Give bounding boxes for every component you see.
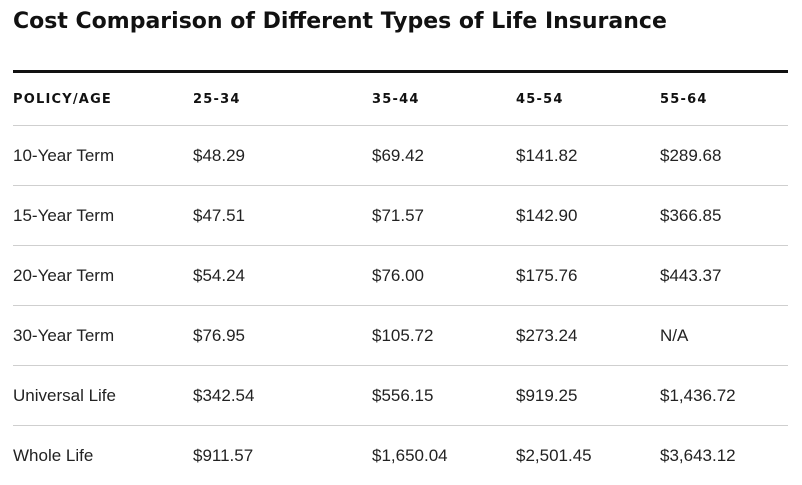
cost-cell: $289.68 — [660, 126, 788, 186]
table-body: 10-Year Term $48.29 $69.42 $141.82 $289.… — [13, 126, 788, 485]
policy-cell: Whole Life — [13, 426, 193, 485]
policy-cell: 20-Year Term — [13, 246, 193, 306]
cost-cell: $54.24 — [193, 246, 372, 306]
cost-cell: $2,501.45 — [516, 426, 660, 485]
cost-cell: $911.57 — [193, 426, 372, 485]
cost-cell: $142.90 — [516, 186, 660, 246]
cost-comparison-table: POLICY/AGE 25-34 35-44 45-54 55-64 10-Ye… — [13, 70, 788, 485]
cost-cell: $342.54 — [193, 366, 372, 426]
table-row: 30-Year Term $76.95 $105.72 $273.24 N/A — [13, 306, 788, 366]
policy-cell: 30-Year Term — [13, 306, 193, 366]
cost-cell: $69.42 — [372, 126, 516, 186]
cost-cell: $1,650.04 — [372, 426, 516, 485]
cost-cell: $175.76 — [516, 246, 660, 306]
page-title: Cost Comparison of Different Types of Li… — [13, 0, 788, 45]
cost-cell: $919.25 — [516, 366, 660, 426]
cost-cell: $48.29 — [193, 126, 372, 186]
cost-cell: $141.82 — [516, 126, 660, 186]
cost-cell: $1,436.72 — [660, 366, 788, 426]
cost-cell: $71.57 — [372, 186, 516, 246]
cost-cell: $76.00 — [372, 246, 516, 306]
table-row: 10-Year Term $48.29 $69.42 $141.82 $289.… — [13, 126, 788, 186]
table-row: 20-Year Term $54.24 $76.00 $175.76 $443.… — [13, 246, 788, 306]
cost-cell: $47.51 — [193, 186, 372, 246]
policy-cell: 15-Year Term — [13, 186, 193, 246]
table-row: Universal Life $342.54 $556.15 $919.25 $… — [13, 366, 788, 426]
cost-cell: $443.37 — [660, 246, 788, 306]
table-header: POLICY/AGE 25-34 35-44 45-54 55-64 — [13, 72, 788, 126]
column-header-25-34: 25-34 — [193, 72, 372, 126]
column-header-35-44: 35-44 — [372, 72, 516, 126]
cost-cell: N/A — [660, 306, 788, 366]
cost-cell: $273.24 — [516, 306, 660, 366]
cost-cell: $3,643.12 — [660, 426, 788, 485]
cost-cell: $76.95 — [193, 306, 372, 366]
column-header-policy-age: POLICY/AGE — [13, 72, 193, 126]
cost-cell: $556.15 — [372, 366, 516, 426]
cost-cell: $105.72 — [372, 306, 516, 366]
header-row: POLICY/AGE 25-34 35-44 45-54 55-64 — [13, 72, 788, 126]
policy-cell: Universal Life — [13, 366, 193, 426]
table-row: 15-Year Term $47.51 $71.57 $142.90 $366.… — [13, 186, 788, 246]
policy-cell: 10-Year Term — [13, 126, 193, 186]
cost-cell: $366.85 — [660, 186, 788, 246]
column-header-45-54: 45-54 — [516, 72, 660, 126]
column-header-55-64: 55-64 — [660, 72, 788, 126]
table-row: Whole Life $911.57 $1,650.04 $2,501.45 $… — [13, 426, 788, 485]
